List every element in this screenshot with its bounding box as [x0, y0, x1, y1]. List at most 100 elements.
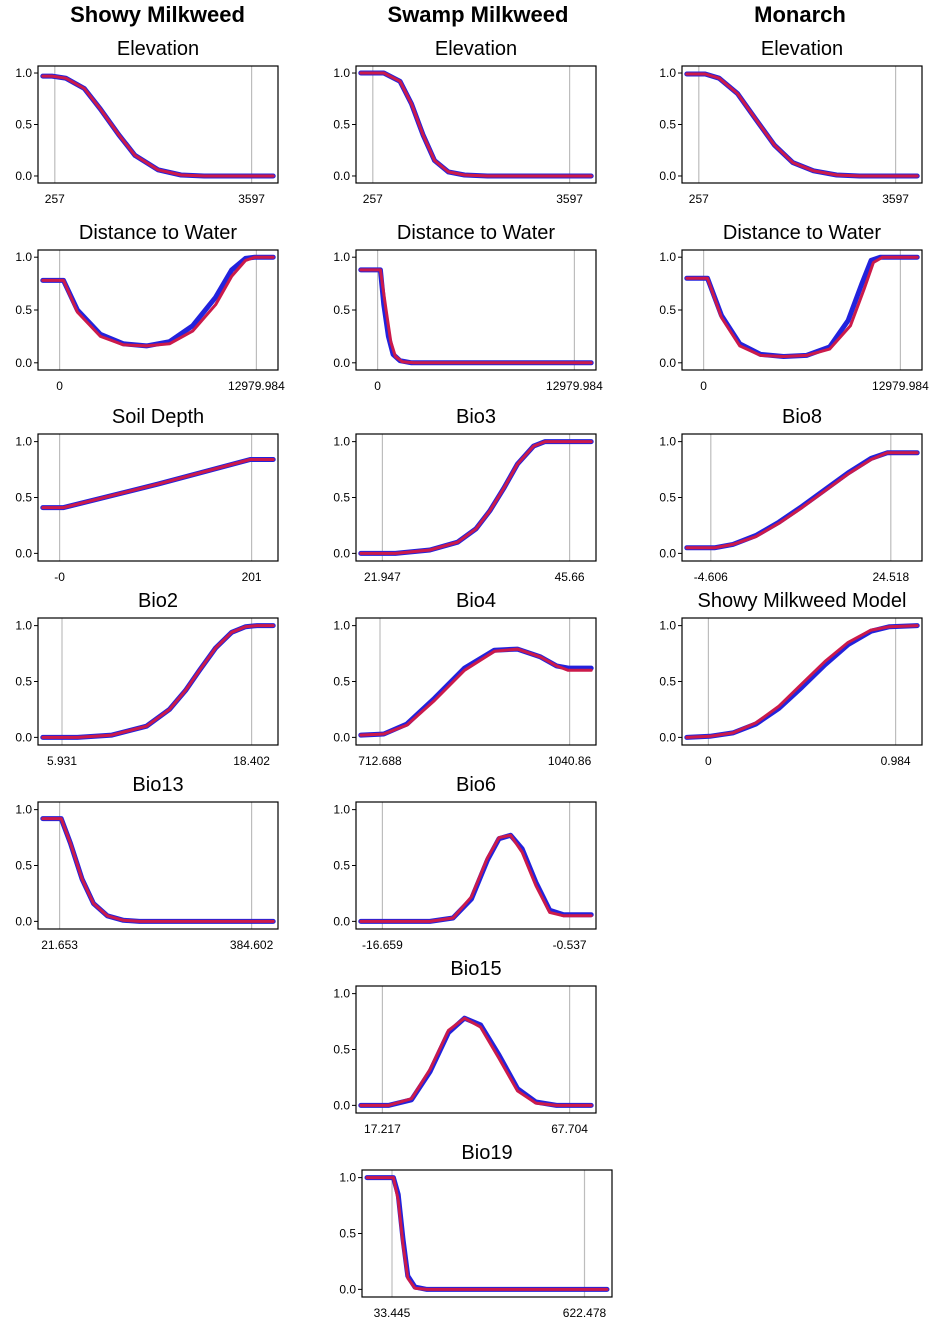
chart-plot: -16.659 -0.537 1.0 0.5 0.0: [333, 801, 597, 952]
y-tick-label: 1.0: [659, 66, 676, 80]
x-tick-label: 45.66: [555, 570, 585, 584]
y-tick-label: 0.5: [333, 491, 350, 505]
x-tick-label: 0: [56, 379, 63, 393]
y-tick-label: 0.5: [659, 303, 676, 317]
x-tick-label: 0.984: [881, 754, 911, 768]
y-tick-label: 0.5: [333, 675, 350, 689]
y-tick-label: 1.0: [15, 250, 32, 264]
series-line-blue: [40, 73, 276, 179]
x-tick-label: -16.659: [362, 938, 403, 952]
chart-plot: 712.688 1040.86 1.0 0.5 0.0: [333, 617, 597, 768]
plot-frame: [37, 65, 279, 184]
series-line-blue: [358, 1015, 594, 1108]
x-tick-label: 0: [705, 754, 712, 768]
header-swamp: Swamp Milkweed: [387, 2, 569, 27]
series-line-blue: [684, 450, 920, 551]
chart-panel-showy-bio2: Bio2 5.931 18.402 1.0 0.5 0.0: [6, 590, 306, 771]
y-tick-label: 0.5: [15, 118, 32, 132]
y-tick-label: 1.0: [15, 803, 32, 817]
x-tick-label: 384.602: [230, 938, 274, 952]
plot-frame: [681, 65, 923, 184]
series-line-blue: [358, 70, 594, 179]
series-line-red: [685, 255, 919, 358]
series-line-red: [685, 72, 919, 178]
series-line-red: [41, 74, 275, 178]
y-tick-label: 0.0: [15, 546, 32, 560]
chart-panel-swamp-bio3: Bio3 21.947 45.66 1.0 0.5 0.0: [324, 406, 624, 587]
y-tick-label: 0.0: [15, 356, 32, 370]
x-tick-label: 21.653: [41, 938, 78, 952]
chart-panel-swamp-elevation: Elevation 257 3597 1.0 0.5 0.0: [324, 38, 624, 209]
plot-frame: [361, 1169, 613, 1298]
x-tick-label: 3597: [556, 192, 583, 206]
series-line-blue: [358, 267, 594, 366]
series-line-blue: [684, 623, 920, 740]
series-line-blue: [40, 816, 276, 924]
plot-frame: [37, 801, 279, 930]
chart-panel-swamp-bio4: Bio4 712.688 1040.86 1.0 0.5 0.0: [324, 590, 624, 771]
x-tick-label: 24.518: [872, 570, 909, 584]
chart-panel-swamp-bio15: Bio15 17.217 67.704 1.0 0.5 0.0: [324, 958, 624, 1139]
series-line-blue: [358, 439, 594, 556]
chart-title: Bio4: [455, 590, 497, 612]
y-tick-label: 0.0: [659, 356, 676, 370]
chart-panel-swamp-bio19: Bio19 33.445 622.478 1.0 0.5 0.0: [330, 1142, 640, 1323]
chart-plot: -4.606 24.518 1.0 0.5 0.0: [659, 433, 923, 584]
x-tick-label: 5.931: [47, 754, 77, 768]
x-tick-label: 0: [700, 379, 707, 393]
x-tick-label: 33.445: [374, 1306, 411, 1320]
x-tick-label: 17.217: [364, 1122, 401, 1136]
y-tick-label: 0.5: [659, 675, 676, 689]
chart-plot: 257 3597 1.0 0.5 0.0: [15, 65, 279, 206]
chart-title: Distance to Water: [396, 222, 556, 244]
x-tick-label: 3597: [882, 192, 909, 206]
chart-title: Distance to Water: [722, 222, 882, 244]
y-tick-label: 1.0: [15, 619, 32, 633]
x-tick-label: 257: [45, 192, 65, 206]
y-tick-label: 0.0: [333, 914, 350, 928]
chart-plot: 257 3597 1.0 0.5 0.0: [659, 65, 923, 206]
series-line-red: [359, 440, 593, 555]
chart-plot: 0 12979.984 1.0 0.5 0.0: [659, 249, 929, 393]
chart-title: Elevation: [760, 38, 844, 60]
plot-frame: [355, 249, 597, 371]
y-tick-label: 1.0: [333, 66, 350, 80]
y-tick-label: 0.0: [333, 356, 350, 370]
y-tick-label: 0.0: [659, 169, 676, 183]
plot-frame: [355, 985, 597, 1114]
plot-frame: [37, 433, 279, 562]
chart-title: Bio15: [450, 958, 502, 980]
x-tick-label: 257: [689, 192, 709, 206]
y-tick-label: 0.0: [659, 730, 676, 744]
y-tick-label: 0.0: [659, 546, 676, 560]
y-tick-label: 0.0: [339, 1282, 356, 1296]
y-tick-label: 0.0: [333, 546, 350, 560]
y-tick-label: 0.5: [333, 303, 350, 317]
series-line-blue: [684, 254, 920, 359]
series-line-red: [41, 624, 275, 739]
chart-title: Bio2: [137, 590, 179, 612]
plot-frame: [355, 801, 597, 930]
plot-frame: [355, 65, 597, 184]
series-line-red: [685, 451, 919, 550]
y-tick-label: 0.0: [15, 914, 32, 928]
y-tick-label: 1.0: [333, 803, 350, 817]
chart-plot: 33.445 622.478 1.0 0.5 0.0: [339, 1169, 613, 1320]
y-tick-label: 0.5: [659, 118, 676, 132]
series-line-blue: [358, 832, 594, 924]
x-tick-label: 67.704: [551, 1122, 588, 1136]
x-tick-label: 201: [242, 570, 262, 584]
plot-frame: [37, 249, 279, 371]
chart-title: Bio3: [455, 406, 497, 428]
series-line-blue: [684, 71, 920, 179]
header-showy: Showy Milkweed: [70, 2, 245, 27]
plot-frame: [681, 249, 923, 371]
x-tick-label: 712.688: [358, 754, 402, 768]
chart-plot: 0 12979.984 1.0 0.5 0.0: [15, 249, 285, 393]
plot-frame: [681, 617, 923, 746]
chart-title: Soil Depth: [111, 406, 205, 428]
series-line-red: [41, 458, 275, 510]
y-tick-label: 0.5: [333, 1043, 350, 1057]
chart-title: Elevation: [434, 38, 518, 60]
series-line-red: [359, 71, 593, 178]
